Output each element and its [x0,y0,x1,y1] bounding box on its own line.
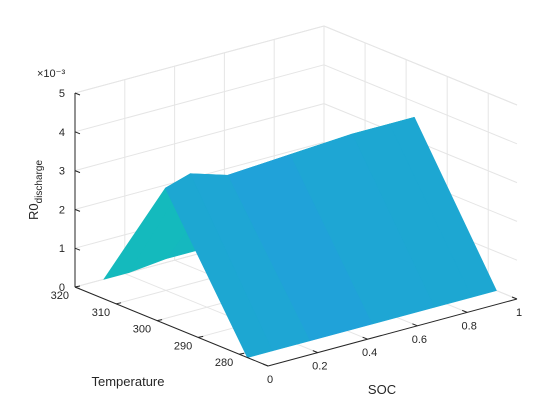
y-tick [239,352,245,355]
y-tick [198,335,204,338]
x-tick-label: 0 [267,374,273,386]
z-tick [74,131,81,135]
x-tick [312,350,318,354]
z-tick-label: 5 [59,88,65,100]
z-axis-label-sub: discharge [34,160,45,204]
axes [74,92,518,367]
z-tick-label: 1 [59,243,65,255]
y-tick-label: 280 [215,357,233,369]
grid-line [323,64,518,145]
surface [103,116,497,358]
x-tick [412,323,418,327]
x-tick [511,296,518,300]
y-tick-label: 300 [133,324,151,336]
y-tick-label: 290 [174,340,192,352]
z-tick-label: 0 [59,282,65,294]
x-tick-label: 0.6 [412,334,427,346]
x-tick [262,363,269,367]
x-axis-line [267,298,518,367]
z-axis-label-main: R0 [26,203,41,220]
y-axis-label: Temperature [92,374,165,389]
x-tick [462,309,468,313]
grid-line [74,64,325,133]
x-tick-label: 0.8 [462,320,477,332]
z-tick [74,170,81,174]
z-axis-label: R0discharge [26,160,45,220]
z-tick-label: 2 [59,204,65,216]
box-edge [323,25,518,106]
y-tick [115,302,122,305]
x-tick-label: 0.2 [312,361,327,373]
x-tick-label: 1 [516,307,522,319]
x-axis-label: SOC [368,382,396,397]
z-tick [74,92,81,96]
z-tick [74,247,81,251]
grid-line [74,103,325,172]
z-tick [74,208,81,212]
x-tick [362,336,368,340]
z-exponent-label: ×10⁻³ [37,68,65,80]
y-tick-label: 310 [92,307,110,319]
tick-labels: 0 1 2 3 4 5 0 0.2 0.4 0.6 0.8 1 280 290 300 310 320 [51,88,522,386]
y-tick [157,319,163,322]
surface-patch [165,173,273,358]
z-tick-label: 3 [59,166,65,178]
y-tick-label: 320 [51,290,69,302]
x-tick-label: 0.4 [362,347,377,359]
box-edge [74,25,325,94]
y-axis-line [74,286,269,367]
z-tick-label: 4 [59,127,65,139]
y-tick [74,285,81,288]
